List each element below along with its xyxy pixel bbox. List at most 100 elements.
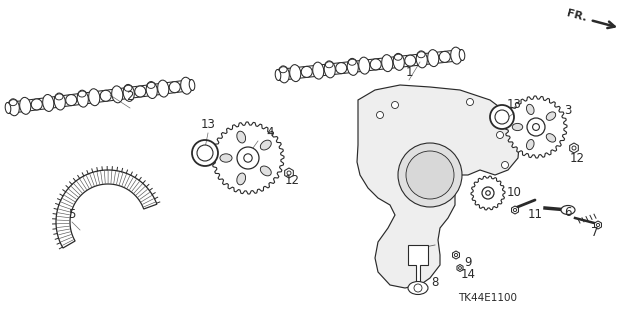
Ellipse shape (66, 95, 77, 106)
Circle shape (197, 145, 213, 161)
Ellipse shape (404, 55, 416, 66)
Circle shape (486, 191, 490, 195)
Ellipse shape (313, 62, 324, 79)
Ellipse shape (561, 205, 575, 214)
Circle shape (490, 105, 514, 129)
Circle shape (572, 146, 576, 150)
Ellipse shape (20, 97, 31, 114)
Ellipse shape (527, 139, 534, 150)
Ellipse shape (348, 59, 356, 65)
Circle shape (497, 131, 504, 138)
Ellipse shape (275, 70, 281, 80)
Ellipse shape (381, 55, 393, 71)
Ellipse shape (5, 102, 11, 114)
Text: 5: 5 (68, 209, 76, 221)
Text: 1: 1 (405, 65, 413, 78)
Ellipse shape (147, 82, 155, 88)
Polygon shape (505, 96, 567, 158)
Text: 12: 12 (570, 152, 584, 165)
Circle shape (237, 147, 259, 169)
Circle shape (532, 123, 540, 130)
Ellipse shape (408, 281, 428, 294)
Text: 10: 10 (507, 186, 522, 198)
Polygon shape (408, 245, 428, 285)
Text: 13: 13 (507, 99, 522, 112)
Text: 2: 2 (126, 91, 134, 103)
Ellipse shape (301, 66, 312, 78)
Circle shape (467, 99, 474, 106)
Polygon shape (212, 122, 284, 194)
Circle shape (502, 161, 509, 168)
Ellipse shape (189, 79, 195, 91)
Ellipse shape (10, 100, 17, 106)
Ellipse shape (78, 91, 86, 97)
Text: 11: 11 (527, 209, 543, 221)
Text: 14: 14 (461, 268, 476, 280)
Circle shape (376, 112, 383, 118)
Ellipse shape (278, 66, 289, 83)
Circle shape (398, 143, 462, 207)
Circle shape (482, 187, 494, 199)
Ellipse shape (347, 58, 358, 75)
Ellipse shape (358, 57, 370, 74)
Circle shape (527, 118, 545, 136)
Circle shape (495, 110, 509, 124)
Ellipse shape (460, 49, 465, 61)
Ellipse shape (416, 51, 428, 68)
Ellipse shape (123, 85, 134, 101)
Ellipse shape (260, 166, 271, 176)
Ellipse shape (512, 123, 523, 130)
Text: 4: 4 (266, 125, 274, 138)
Circle shape (287, 171, 291, 175)
Ellipse shape (336, 63, 347, 74)
Ellipse shape (280, 67, 287, 73)
Ellipse shape (417, 52, 425, 58)
Ellipse shape (31, 99, 42, 110)
Circle shape (406, 151, 454, 199)
Ellipse shape (428, 50, 439, 67)
Ellipse shape (260, 140, 271, 150)
Ellipse shape (394, 54, 402, 60)
Ellipse shape (290, 65, 301, 82)
Ellipse shape (124, 85, 132, 91)
Text: 6: 6 (564, 206, 572, 219)
Ellipse shape (324, 61, 335, 78)
Circle shape (459, 267, 461, 270)
Polygon shape (56, 170, 157, 248)
Polygon shape (357, 85, 520, 288)
Text: 9: 9 (464, 256, 472, 270)
Ellipse shape (180, 77, 192, 94)
Text: FR.: FR. (566, 9, 588, 24)
Ellipse shape (527, 104, 534, 115)
Circle shape (454, 253, 458, 256)
Ellipse shape (43, 94, 54, 111)
Ellipse shape (77, 90, 88, 107)
Ellipse shape (100, 90, 111, 101)
Ellipse shape (54, 93, 65, 110)
Circle shape (244, 154, 252, 162)
Circle shape (596, 223, 600, 226)
Ellipse shape (546, 134, 556, 142)
Ellipse shape (157, 80, 169, 97)
Text: 8: 8 (431, 276, 438, 288)
Ellipse shape (439, 51, 451, 63)
Ellipse shape (325, 62, 333, 68)
Ellipse shape (169, 82, 180, 93)
Text: 12: 12 (285, 174, 300, 187)
Ellipse shape (146, 82, 157, 99)
Ellipse shape (8, 99, 19, 116)
Text: 3: 3 (564, 103, 572, 116)
Ellipse shape (55, 94, 63, 100)
Ellipse shape (237, 131, 246, 143)
Text: 13: 13 (200, 118, 216, 131)
Ellipse shape (546, 112, 556, 120)
Ellipse shape (451, 47, 462, 64)
Circle shape (392, 101, 399, 108)
Circle shape (513, 208, 516, 211)
Circle shape (414, 284, 422, 292)
Polygon shape (471, 176, 505, 210)
Ellipse shape (89, 89, 100, 106)
Ellipse shape (237, 173, 246, 185)
Ellipse shape (220, 154, 232, 162)
Text: TK44E1100: TK44E1100 (458, 293, 518, 303)
